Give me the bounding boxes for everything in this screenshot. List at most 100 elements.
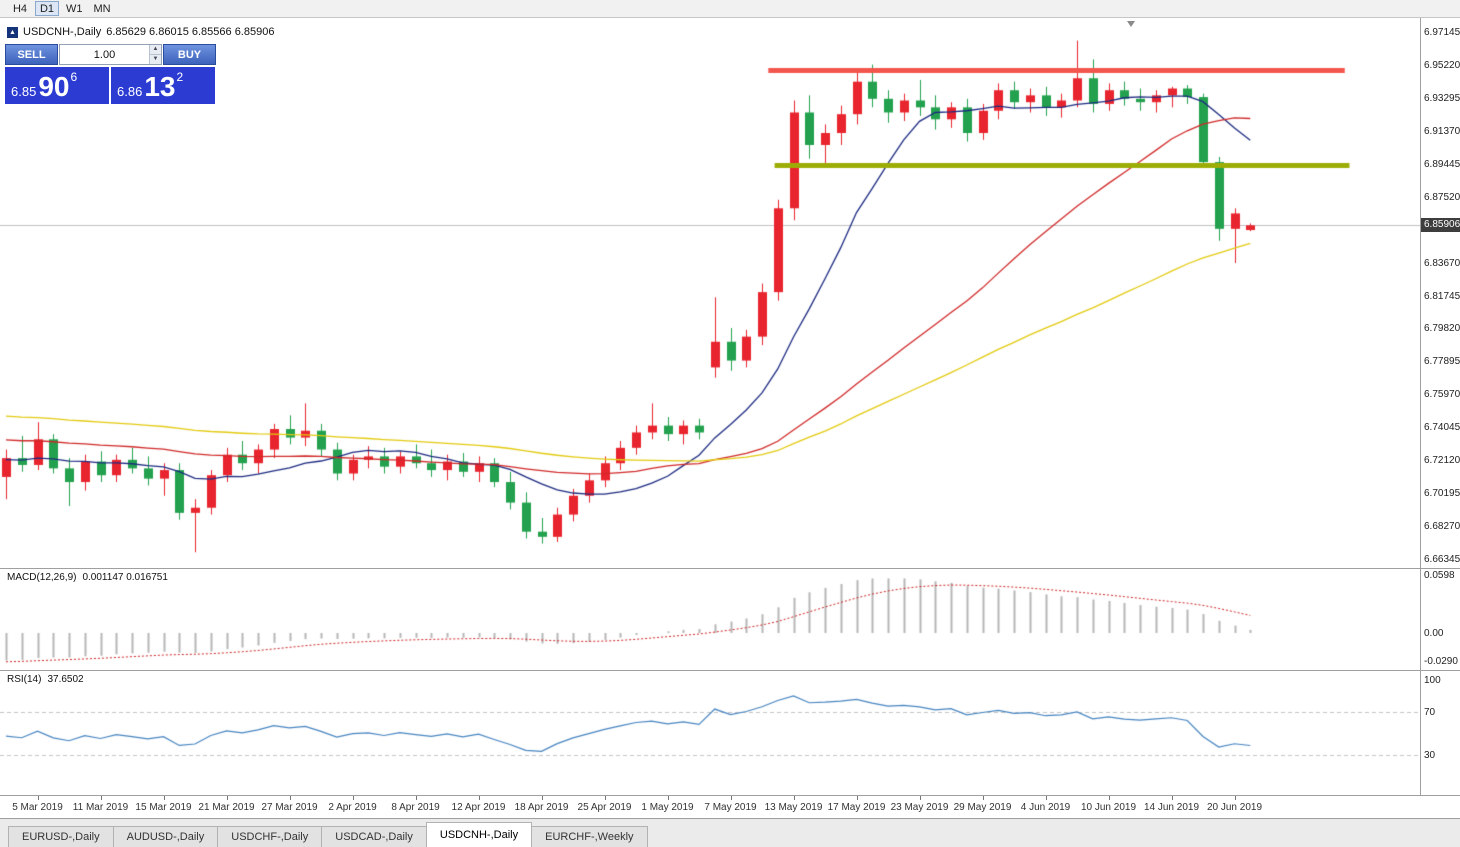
macd-name: MACD(12,26,9) bbox=[7, 572, 77, 583]
tab-eurusd-daily[interactable]: EURUSD-,Daily bbox=[8, 826, 114, 847]
volume-box: ▲ ▼ bbox=[59, 44, 162, 65]
date-label: 25 Apr 2019 bbox=[577, 802, 632, 813]
price-scale-label: 6.87520 bbox=[1424, 191, 1460, 203]
tab-eurchf-weekly[interactable]: EURCHF-,Weekly bbox=[531, 826, 648, 847]
ask-prefix: 6.86 bbox=[117, 84, 143, 99]
bid-pips: 90 bbox=[38, 71, 70, 102]
tab-usdcad-daily[interactable]: USDCAD-,Daily bbox=[321, 826, 427, 847]
tab-usdcnh-daily[interactable]: USDCNH-,Daily bbox=[425, 822, 533, 847]
rsi-indicator-label: RSI(14) 37.6502 bbox=[7, 674, 84, 685]
macd-values: 0.001147 0.016751 bbox=[82, 572, 168, 583]
date-label: 7 May 2019 bbox=[704, 802, 757, 813]
macd-panel-canvas[interactable] bbox=[0, 568, 1420, 670]
time-axis[interactable]: 5 Mar 2019 11 Mar 2019 15 Mar 2019 21 Mar 2… bbox=[0, 795, 1460, 818]
date-label: 5 Mar 2019 bbox=[12, 802, 63, 813]
volume-input[interactable] bbox=[59, 44, 162, 65]
chart-ohlc-label: 6.85629 6.86015 6.85566 6.85906 bbox=[106, 26, 275, 38]
price-scale-label: 6.89445 bbox=[1424, 158, 1460, 170]
time-tick bbox=[1045, 796, 1047, 800]
price-scale-label: 6.75970 bbox=[1424, 389, 1460, 401]
date-label: 13 May 2019 bbox=[764, 802, 823, 813]
timeframe-toolbar: H4 D1 W1 MN bbox=[0, 0, 1460, 18]
time-axis-divider bbox=[0, 795, 1460, 796]
date-label: 15 Mar 2019 bbox=[135, 802, 192, 813]
rsi-value: 37.6502 bbox=[47, 674, 84, 685]
timeframe-button-mn[interactable]: MN bbox=[93, 3, 111, 15]
time-tick bbox=[478, 796, 480, 800]
date-label: 21 Mar 2019 bbox=[198, 802, 255, 813]
bid-price-box[interactable]: 6.85 90 6 bbox=[5, 67, 109, 104]
date-label: 2 Apr 2019 bbox=[328, 802, 377, 813]
tab-audusd-daily[interactable]: AUDUSD-,Daily bbox=[112, 826, 219, 847]
rsi-panel-canvas[interactable] bbox=[0, 670, 1420, 795]
rsi-name: RSI(14) bbox=[7, 674, 42, 685]
rsi-scale-label: 30 bbox=[1424, 749, 1436, 761]
date-label: 12 Apr 2019 bbox=[451, 802, 506, 813]
price-scale-label: 6.68270 bbox=[1424, 521, 1460, 533]
price-scale-label: 6.93295 bbox=[1424, 92, 1460, 104]
price-scale-label: 6.70195 bbox=[1424, 488, 1460, 500]
time-tick bbox=[541, 796, 543, 800]
date-label: 14 Jun 2019 bbox=[1143, 802, 1200, 813]
price-scale-label: 6.79820 bbox=[1424, 323, 1460, 335]
price-scale-label: 6.91370 bbox=[1424, 125, 1460, 137]
date-label: 18 Apr 2019 bbox=[514, 802, 569, 813]
scale-divider bbox=[1420, 18, 1421, 795]
date-label: 20 Jun 2019 bbox=[1206, 802, 1263, 813]
ask-pips: 13 bbox=[144, 71, 176, 102]
rsi-scale[interactable]: 100 70 30 bbox=[1421, 670, 1460, 795]
time-tick bbox=[37, 796, 39, 800]
time-tick bbox=[919, 796, 921, 800]
time-tick bbox=[793, 796, 795, 800]
date-label: 11 Mar 2019 bbox=[72, 802, 129, 813]
time-tick bbox=[1108, 796, 1110, 800]
time-tick bbox=[100, 796, 102, 800]
time-tick bbox=[667, 796, 669, 800]
rsi-scale-label: 100 bbox=[1424, 675, 1441, 686]
buy-button[interactable]: BUY bbox=[163, 44, 216, 65]
date-label: 4 Jun 2019 bbox=[1020, 802, 1071, 813]
date-label: 29 May 2019 bbox=[953, 802, 1012, 813]
date-label: 1 May 2019 bbox=[641, 802, 694, 813]
date-label: 17 May 2019 bbox=[827, 802, 886, 813]
chart-icon: ▲ bbox=[7, 26, 18, 38]
ask-price-box[interactable]: 6.86 13 2 bbox=[111, 67, 215, 104]
macd-scale[interactable]: 0.0598 0.00 -0.0290 bbox=[1421, 568, 1460, 670]
time-tick bbox=[856, 796, 858, 800]
macd-panel-divider[interactable] bbox=[0, 568, 1460, 569]
timeframe-button-d1[interactable]: D1 bbox=[35, 1, 59, 16]
date-label: 8 Apr 2019 bbox=[391, 802, 440, 813]
tab-usdchf-daily[interactable]: USDCHF-,Daily bbox=[217, 826, 323, 847]
price-scale[interactable]: 6.85906 6.97145 6.95220 6.93295 6.91370 6.89… bbox=[1421, 18, 1460, 568]
price-chart-canvas[interactable] bbox=[0, 18, 1420, 568]
bid-prefix: 6.85 bbox=[11, 84, 37, 99]
date-label: 27 Mar 2019 bbox=[261, 802, 318, 813]
time-tick bbox=[415, 796, 417, 800]
price-scale-label: 6.66345 bbox=[1424, 554, 1460, 565]
chart-shift-marker[interactable] bbox=[1127, 21, 1135, 27]
volume-spinner: ▲ ▼ bbox=[149, 45, 161, 64]
sell-button[interactable]: SELL bbox=[5, 44, 58, 65]
current-price-badge: 6.85906 bbox=[1421, 218, 1460, 233]
chart-symbol-label: USDCNH-,Daily bbox=[23, 26, 102, 38]
volume-increase-button[interactable]: ▲ bbox=[149, 45, 161, 54]
price-scale-label: 6.95220 bbox=[1424, 59, 1460, 71]
timeframe-button-h4[interactable]: H4 bbox=[12, 3, 28, 15]
time-tick bbox=[352, 796, 354, 800]
price-scale-label: 6.97145 bbox=[1424, 27, 1460, 38]
time-tick bbox=[163, 796, 165, 800]
rsi-panel-divider[interactable] bbox=[0, 670, 1460, 671]
macd-scale-label: -0.0290 bbox=[1424, 656, 1458, 668]
macd-indicator-label: MACD(12,26,9) 0.001147 0.016751 bbox=[7, 572, 168, 583]
one-click-trading-panel: SELL ▲ ▼ BUY 6.85 90 6 6.86 13 2 bbox=[5, 44, 216, 104]
macd-scale-label: 0.00 bbox=[1424, 628, 1444, 639]
chart-tab-bar: EURUSD-,Daily AUDUSD-,Daily USDCHF-,Daily U… bbox=[0, 818, 1460, 847]
price-scale-label: 6.72120 bbox=[1424, 455, 1460, 467]
time-tick bbox=[1234, 796, 1236, 800]
timeframe-button-w1[interactable]: W1 bbox=[66, 3, 83, 15]
chart-title: ▲ USDCNH-,Daily 6.85629 6.86015 6.85566 … bbox=[7, 26, 274, 38]
volume-decrease-button[interactable]: ▼ bbox=[149, 54, 161, 64]
time-tick bbox=[730, 796, 732, 800]
rsi-scale-label: 70 bbox=[1424, 707, 1436, 718]
